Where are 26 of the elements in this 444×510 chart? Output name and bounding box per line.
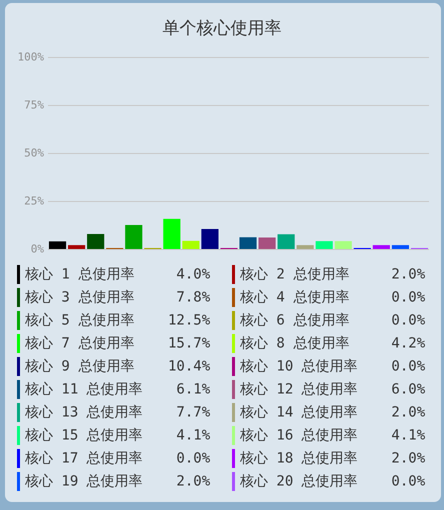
legend-label: 核心 4 总使用率 0.0% bbox=[239, 290, 426, 306]
y-tick-label: 0% bbox=[30, 242, 44, 256]
legend-label: 核心 1 总使用率 4.0% bbox=[24, 266, 211, 282]
legend-label: 核心 17 总使用率 0.0% bbox=[24, 450, 211, 466]
legend-label: 核心 16 总使用率 4.1% bbox=[239, 428, 426, 444]
legend-label: 核心 13 总使用率 7.7% bbox=[24, 404, 211, 420]
legend-label: 核心 3 总使用率 7.8% bbox=[24, 290, 211, 306]
legend-label: 核心 12 总使用率 6.0% bbox=[239, 382, 426, 398]
legend-label: 核心 8 总使用率 4.2% bbox=[239, 336, 426, 352]
y-tick-label: 50% bbox=[24, 146, 44, 160]
legend-label: 核心 5 总使用率 12.5% bbox=[24, 312, 211, 328]
legend-label: 核心 11 总使用率 6.1% bbox=[24, 382, 211, 398]
legend-label: 核心 20 总使用率 0.0% bbox=[239, 474, 426, 490]
legend-label: 核心 19 总使用率 2.0% bbox=[24, 474, 211, 490]
legend-label: 核心 18 总使用率 2.0% bbox=[239, 450, 426, 466]
legend-label: 核心 6 总使用率 0.0% bbox=[239, 312, 426, 328]
y-tick-label: 100% bbox=[18, 50, 44, 64]
legend-label: 核心 15 总使用率 4.1% bbox=[24, 428, 211, 444]
y-tick-label: 25% bbox=[24, 194, 44, 208]
y-tick-label: 75% bbox=[24, 98, 44, 112]
legend-label: 核心 9 总使用率 10.4% bbox=[24, 358, 211, 374]
legend-label: 核心 2 总使用率 2.0% bbox=[239, 266, 426, 282]
chart-title: 单个核心使用率 bbox=[162, 18, 282, 38]
legend-label: 核心 10 总使用率 0.0% bbox=[239, 358, 426, 374]
legend-label: 核心 14 总使用率 2.0% bbox=[239, 404, 426, 420]
legend-label: 核心 7 总使用率 15.7% bbox=[24, 336, 211, 352]
